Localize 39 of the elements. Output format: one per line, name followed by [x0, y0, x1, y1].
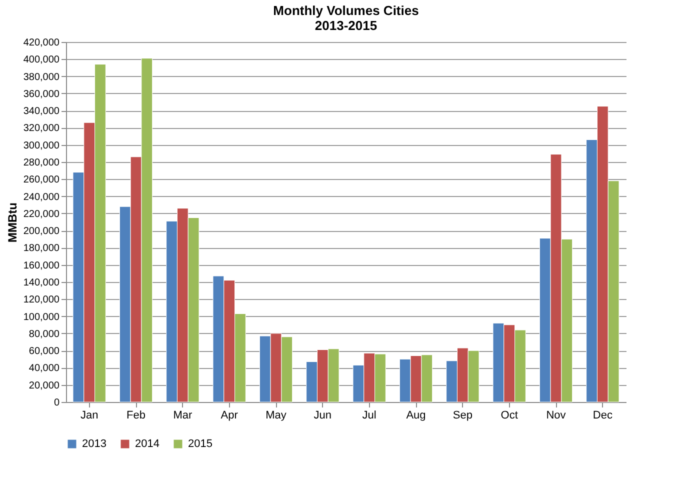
- y-tick-label: 0: [54, 398, 60, 408]
- x-tick-label: Oct: [500, 410, 518, 422]
- y-tick-label: 380,000: [23, 72, 60, 83]
- y-tick-label: 40,000: [28, 363, 60, 374]
- x-tick-label: Sep: [452, 410, 472, 422]
- x-tick-label: Jul: [362, 410, 376, 422]
- y-tick-label: 120,000: [23, 294, 60, 306]
- y-tick-label: 80,000: [28, 328, 60, 340]
- x-tick-label: Aug: [406, 410, 426, 422]
- x-tick-label: Jan: [80, 410, 98, 422]
- y-tick-label: 140,000: [23, 278, 60, 288]
- y-tick-label: 60,000: [28, 346, 60, 358]
- y-tick-label: 420,000: [23, 38, 60, 48]
- x-tick-label: Jun: [314, 410, 332, 422]
- y-tick-label: 340,000: [23, 106, 60, 118]
- y-tick-label: 100,000: [23, 312, 60, 323]
- legend-label: 2013: [82, 438, 106, 450]
- y-tick-label: 240,000: [23, 192, 60, 203]
- y-tick-label: 360,000: [23, 88, 60, 100]
- y-tick-label: 260,000: [23, 174, 60, 186]
- y-tick-label: 180,000: [23, 243, 60, 254]
- x-tick-label: Dec: [592, 410, 613, 422]
- y-tick-label: 220,000: [23, 208, 60, 220]
- y-tick-label: 20,000: [28, 380, 60, 392]
- x-tick-label: Feb: [126, 410, 146, 422]
- x-tick-label: Mar: [173, 410, 192, 422]
- y-tick-label: 160,000: [23, 260, 60, 272]
- y-tick-label: 200,000: [23, 226, 60, 238]
- y-tick-label: 300,000: [23, 140, 60, 152]
- y-tick-label: 400,000: [23, 54, 60, 66]
- x-tick-label: May: [266, 410, 287, 422]
- y-tick-label: 280,000: [23, 158, 60, 168]
- legend-label: 2015: [188, 438, 212, 450]
- x-tick-label: Apr: [220, 410, 238, 422]
- chart-title: Monthly Volumes Cities 2013-2015: [273, 3, 419, 33]
- legend-label: 2014: [135, 438, 160, 450]
- x-tick-label: Nov: [546, 410, 566, 422]
- y-tick-label: 320,000: [23, 123, 60, 134]
- y-axis-title: MMBtu: [5, 202, 20, 242]
